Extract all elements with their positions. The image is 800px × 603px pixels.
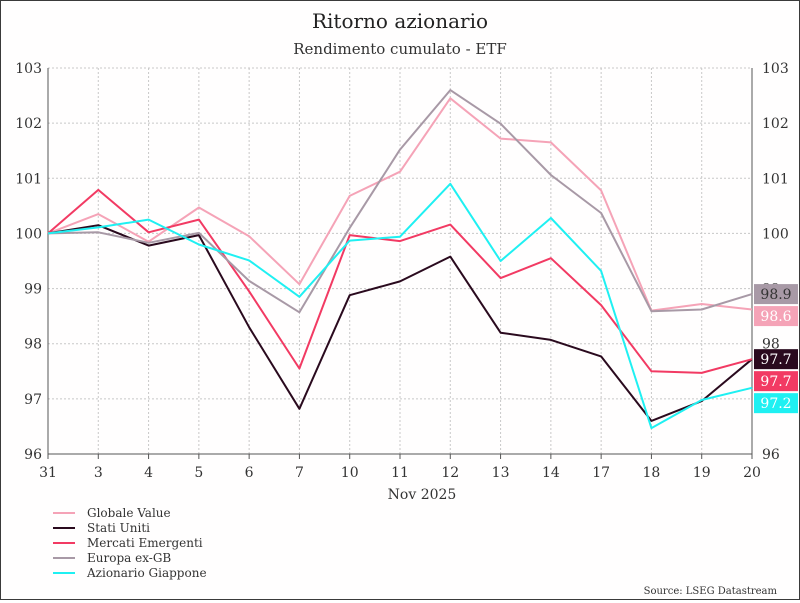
y-tick-label-left: 102 xyxy=(15,116,42,132)
end-label-box xyxy=(754,284,798,305)
grid xyxy=(47,67,753,455)
y-tick-label-right: 96 xyxy=(762,447,780,463)
y-tick-label-right: 100 xyxy=(762,226,789,242)
series-line xyxy=(47,97,753,312)
y-tick-label-left: 101 xyxy=(15,171,42,187)
x-tick-label: 14 xyxy=(542,465,560,481)
legend-label: Azionario Giappone xyxy=(86,566,207,580)
x-tick-label: 17 xyxy=(592,465,610,481)
series-line xyxy=(47,182,753,430)
end-label-value: 98.9 xyxy=(760,287,791,303)
y-tick-label-left: 97 xyxy=(24,392,42,408)
end-label-box xyxy=(754,393,798,414)
x-tick-label: 11 xyxy=(391,465,409,481)
series-lines xyxy=(47,89,753,430)
end-label-value: 97.2 xyxy=(760,396,791,412)
x-tick-label: 4 xyxy=(144,465,153,481)
end-labels: 98.9 98.6 97.7 97.7 97.2 xyxy=(754,284,798,414)
chart-title: Ritorno azionario xyxy=(312,9,488,33)
y-tick-label-left: 99 xyxy=(24,282,42,298)
x-axis-label: Nov 2025 xyxy=(388,487,457,503)
series-line xyxy=(47,224,753,422)
legend-label: Stati Uniti xyxy=(87,521,150,535)
y-tick-label-right: 102 xyxy=(762,116,789,132)
end-label-box xyxy=(754,306,798,327)
y-tick-label-left: 103 xyxy=(15,61,42,77)
x-tick-label: 3 xyxy=(94,465,103,481)
series-line xyxy=(47,89,753,314)
legend-label: Globale Value xyxy=(87,506,171,520)
y-tick-label-left: 96 xyxy=(24,447,42,463)
legend-label: Mercati Emergenti xyxy=(87,536,203,550)
x-tick-label: 6 xyxy=(245,465,254,481)
y-tick-label-left: 100 xyxy=(15,226,42,242)
legend-label: Europa ex-GB xyxy=(87,551,171,565)
end-label-box xyxy=(754,371,798,392)
y-tick-label-right: 98 xyxy=(762,337,780,353)
x-tick-label: 13 xyxy=(492,465,510,481)
x-tick-label: 20 xyxy=(743,465,761,481)
x-tick-label: 12 xyxy=(441,465,459,481)
end-label-value: 97.7 xyxy=(760,352,791,368)
x-tick-label: 10 xyxy=(341,465,359,481)
source-note: Source: LSEG Datastream xyxy=(644,586,778,597)
x-tick-label: 7 xyxy=(295,465,304,481)
y-tick-label-left: 98 xyxy=(24,337,42,353)
end-label-value: 97.7 xyxy=(760,374,791,390)
x-tick-label: 19 xyxy=(693,465,711,481)
y-tick-label-right: 101 xyxy=(762,171,789,187)
x-tick-label: 5 xyxy=(194,465,203,481)
axes: 9696979798989999100100101101102102103103… xyxy=(15,61,788,481)
end-label-value: 98.6 xyxy=(760,309,791,325)
x-tick-label: 18 xyxy=(643,465,661,481)
chart-subtitle: Rendimento cumulato - ETF xyxy=(293,40,507,58)
x-tick-label: 31 xyxy=(39,465,57,481)
end-label-box xyxy=(754,349,798,370)
y-tick-label-right: 103 xyxy=(762,61,789,77)
